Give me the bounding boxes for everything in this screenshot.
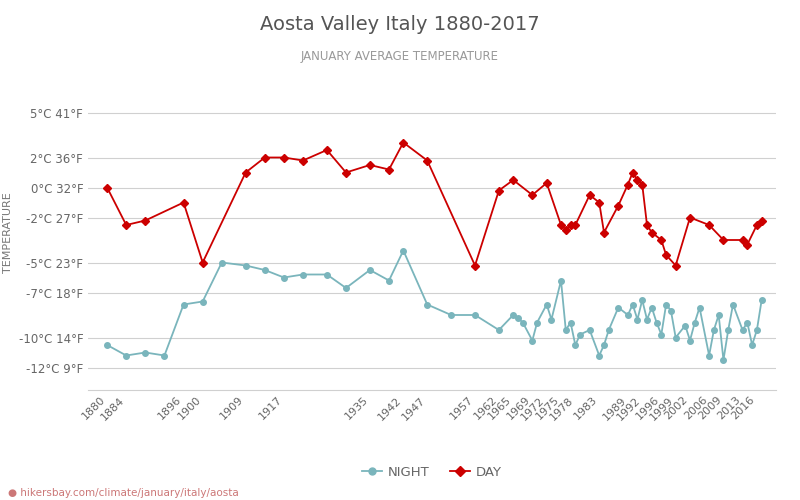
DAY bbox=[623, 182, 633, 188]
DAY bbox=[704, 222, 714, 228]
DAY bbox=[509, 177, 518, 183]
DAY bbox=[470, 262, 480, 268]
NIGHT bbox=[657, 332, 666, 338]
NIGHT bbox=[718, 357, 728, 363]
DAY bbox=[561, 226, 570, 232]
NIGHT bbox=[570, 342, 580, 348]
NIGHT bbox=[585, 327, 594, 333]
DAY bbox=[566, 222, 575, 228]
Text: Aosta Valley Italy 1880-2017: Aosta Valley Italy 1880-2017 bbox=[260, 15, 540, 34]
DAY bbox=[742, 242, 752, 248]
DAY bbox=[141, 218, 150, 224]
DAY bbox=[198, 260, 207, 266]
DAY bbox=[279, 154, 289, 160]
DAY bbox=[614, 202, 623, 208]
DAY bbox=[628, 170, 638, 175]
DAY bbox=[341, 170, 350, 175]
DAY bbox=[671, 262, 681, 268]
DAY bbox=[570, 222, 580, 228]
DAY bbox=[527, 192, 537, 198]
DAY bbox=[738, 237, 747, 243]
DAY bbox=[102, 184, 112, 190]
DAY bbox=[685, 214, 694, 220]
DAY bbox=[638, 182, 647, 188]
DAY bbox=[757, 218, 766, 224]
NIGHT bbox=[757, 297, 766, 303]
DAY bbox=[662, 252, 671, 258]
DAY bbox=[718, 237, 728, 243]
DAY bbox=[494, 188, 504, 194]
DAY bbox=[594, 200, 604, 205]
DAY bbox=[585, 192, 594, 198]
NIGHT bbox=[102, 342, 112, 348]
Legend: NIGHT, DAY: NIGHT, DAY bbox=[357, 460, 507, 484]
DAY bbox=[298, 158, 308, 164]
Line: DAY: DAY bbox=[104, 140, 765, 268]
NIGHT bbox=[509, 312, 518, 318]
DAY bbox=[599, 230, 609, 235]
NIGHT bbox=[470, 312, 480, 318]
DAY bbox=[241, 170, 250, 175]
DAY bbox=[398, 140, 408, 145]
DAY bbox=[752, 222, 762, 228]
DAY bbox=[260, 154, 270, 160]
DAY bbox=[556, 222, 566, 228]
Y-axis label: TEMPERATURE: TEMPERATURE bbox=[3, 192, 13, 273]
DAY bbox=[122, 222, 131, 228]
DAY bbox=[657, 237, 666, 243]
DAY bbox=[542, 180, 551, 186]
Line: NIGHT: NIGHT bbox=[104, 248, 765, 363]
Text: JANUARY AVERAGE TEMPERATURE: JANUARY AVERAGE TEMPERATURE bbox=[301, 50, 499, 63]
DAY bbox=[422, 158, 432, 164]
NIGHT bbox=[752, 327, 762, 333]
NIGHT bbox=[398, 248, 408, 254]
DAY bbox=[322, 147, 332, 153]
DAY bbox=[642, 222, 652, 228]
DAY bbox=[384, 166, 394, 172]
DAY bbox=[633, 177, 642, 183]
DAY bbox=[365, 162, 374, 168]
DAY bbox=[178, 200, 188, 205]
Text: ● hikersbay.com/climate/january/italy/aosta: ● hikersbay.com/climate/january/italy/ao… bbox=[8, 488, 238, 498]
DAY bbox=[647, 230, 657, 235]
